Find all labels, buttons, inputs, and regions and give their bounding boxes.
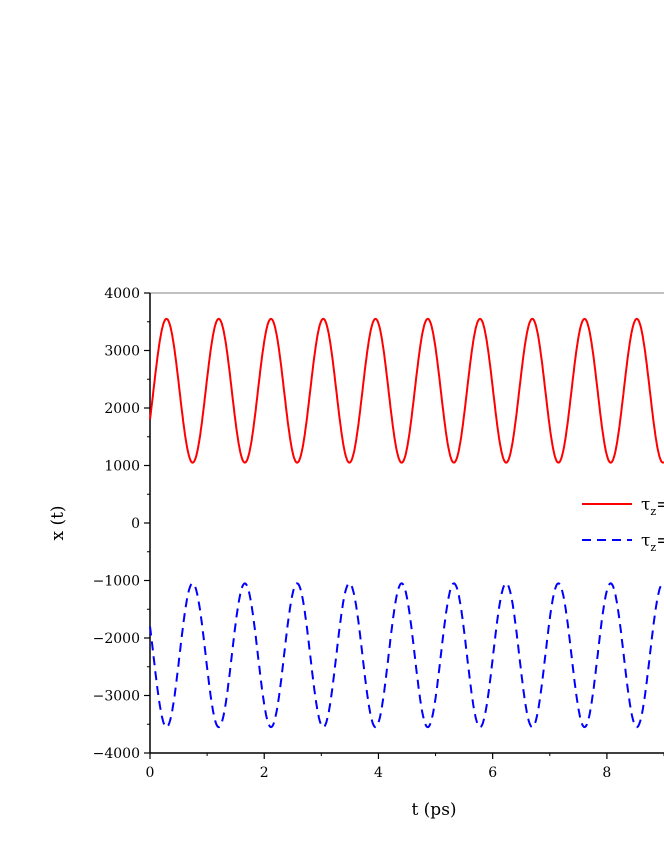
x-tick-label: 0 xyxy=(146,765,155,781)
legend-label-1: τz= xyxy=(641,495,664,518)
x-axis-title: t (ps) xyxy=(411,800,456,820)
y-tick-label: 0 xyxy=(131,516,140,532)
plot-frame xyxy=(149,292,664,754)
y-tick-label: 3000 xyxy=(104,344,140,360)
x-axis-ticks: 0 2 4 6 8 xyxy=(146,753,664,781)
y-axis-ticks: −4000 −3000 −2000 −1000 0 1000 2000 3000 4000 xyxy=(93,286,150,762)
y-tick-label: −3000 xyxy=(93,689,140,705)
x-tick-label: 8 xyxy=(602,765,611,781)
x-tick-label: 4 xyxy=(374,765,383,781)
y-axis-title: x (t) xyxy=(48,505,68,540)
series-line-2 xyxy=(149,582,664,729)
y-tick-label: −4000 xyxy=(93,746,140,762)
legend: τz= τz= xyxy=(582,495,664,554)
y-tick-label: 1000 xyxy=(104,459,140,475)
series-lines xyxy=(149,317,664,729)
x-tick-label: 2 xyxy=(260,765,269,781)
y-tick-label: −2000 xyxy=(93,631,140,647)
y-tick-label: −1000 xyxy=(93,574,140,590)
x-tick-label: 6 xyxy=(488,765,497,781)
series-line-1 xyxy=(149,317,664,464)
legend-label-2: τz= xyxy=(641,531,664,554)
y-tick-label: 4000 xyxy=(104,286,140,302)
y-tick-label: 2000 xyxy=(104,401,140,417)
